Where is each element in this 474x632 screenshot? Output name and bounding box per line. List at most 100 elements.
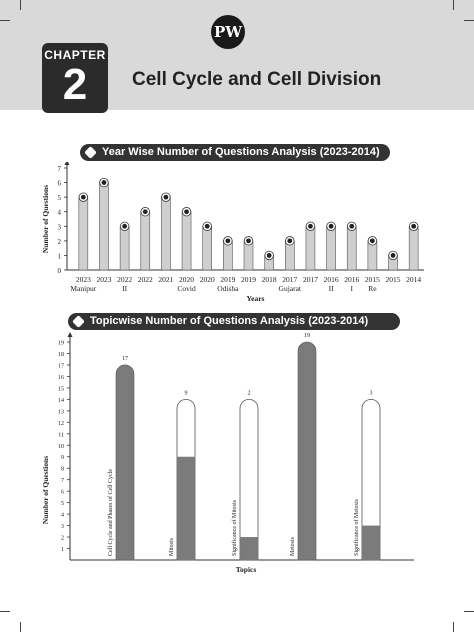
x-tick-sublabel: II	[329, 284, 334, 293]
y-tick-label: 6	[61, 490, 64, 496]
bar-cap-dot	[266, 253, 272, 258]
bar-cap-dot	[122, 223, 128, 229]
bar	[305, 225, 316, 271]
bar-cap-dot	[246, 238, 251, 244]
chapter-badge: CHAPTER 2	[42, 43, 108, 113]
crop-mark	[0, 20, 10, 21]
y-tick-label: 0	[58, 267, 62, 275]
crop-mark	[464, 20, 474, 21]
bar-cap-dot	[163, 194, 169, 200]
x-tick-sublabel: Covid	[177, 284, 196, 293]
bar-cap-dot	[184, 209, 189, 215]
topic-label: Mitosis	[169, 537, 175, 556]
topic-label: Significance of Mitosis	[231, 499, 238, 556]
y-tick-label: 7	[61, 478, 64, 484]
topic-chart-banner: Topicwise Number of Questions Analysis (…	[68, 313, 400, 330]
x-tick-sublabel: Odisha	[217, 284, 239, 293]
bar	[99, 182, 109, 271]
bar-value-label: 2	[248, 390, 251, 396]
x-axis-title: Years	[247, 294, 265, 302]
x-tick-sublabel: I	[350, 284, 353, 293]
bar	[202, 225, 213, 271]
bar-outline	[361, 398, 381, 561]
y-tick-label: 5	[58, 194, 62, 202]
y-tick-label: 14	[58, 398, 64, 404]
x-tick-sublabel: Gujarat	[279, 284, 302, 293]
y-tick-label: 2	[58, 238, 62, 246]
topic-label: Significance of Meiosis	[353, 498, 360, 556]
y-tick-label: 1	[61, 547, 64, 553]
crop-mark	[453, 622, 454, 632]
x-tick-label: 2021	[158, 275, 173, 284]
bar	[408, 225, 419, 271]
bar-cap-dot	[204, 223, 210, 229]
y-tick-label: 13	[58, 409, 64, 415]
bar-cap-dot	[308, 223, 313, 229]
bar	[362, 525, 380, 560]
bar-cap-dot	[225, 238, 231, 244]
y-axis-title: Number of Questions	[41, 456, 50, 524]
bar-value-label: 17	[122, 356, 128, 362]
bar-cap-dot	[142, 209, 148, 215]
bar-cap-dot	[287, 238, 293, 244]
x-tick-label: 2017	[303, 275, 318, 284]
x-tick-label: 2015	[365, 275, 380, 284]
x-tick-label: 2020	[179, 275, 194, 284]
bar-cap-dot	[349, 223, 355, 229]
crop-mark	[20, 0, 21, 10]
x-tick-label: 2023	[76, 275, 91, 284]
y-tick-label: 5	[61, 501, 64, 507]
x-tick-label: 2022	[117, 275, 132, 284]
x-axis-title: Topics	[236, 565, 257, 574]
y-axis-arrow	[67, 332, 73, 337]
x-tick-sublabel: Re	[368, 284, 377, 293]
y-tick-label: 12	[58, 421, 64, 427]
crop-mark	[0, 611, 10, 612]
bar-outline	[239, 398, 259, 561]
bar	[78, 196, 89, 271]
x-tick-label: 2019	[220, 275, 235, 284]
bar-cap-dot	[411, 223, 417, 229]
logo-text: PW	[213, 23, 243, 41]
y-tick-label: 6	[58, 180, 62, 188]
bar	[177, 456, 195, 560]
topic-label: Meiosis	[290, 536, 296, 556]
x-tick-sublabel: II	[122, 284, 127, 293]
y-tick-label: 4	[58, 209, 62, 217]
y-tick-label: 4	[61, 513, 64, 519]
x-tick-label: 2018	[262, 275, 277, 284]
x-tick-label: 2020	[200, 275, 215, 284]
bar	[161, 196, 171, 271]
y-tick-label: 10	[58, 444, 64, 450]
y-tick-label: 19	[58, 341, 64, 347]
x-tick-label: 2016	[344, 275, 359, 284]
y-tick-label: 7	[58, 165, 62, 173]
x-tick-label: 2022	[138, 275, 153, 284]
bar	[140, 211, 151, 271]
y-tick-label: 15	[58, 386, 64, 392]
bar-cap-dot	[101, 180, 107, 185]
x-tick-label: 2016	[324, 275, 339, 284]
y-axis-arrow	[64, 162, 70, 165]
x-tick-label: 2015	[386, 275, 401, 284]
y-axis-title: Number of Questions	[41, 185, 50, 253]
y-tick-label: 3	[58, 223, 62, 231]
y-tick-label: 17	[58, 363, 64, 369]
y-tick-label: 18	[58, 352, 64, 358]
bar-value-label: 9	[185, 390, 188, 396]
y-tick-label: 8	[61, 467, 64, 473]
x-tick-label: 2019	[241, 275, 256, 284]
bar-cap-dot	[369, 238, 375, 244]
bar	[297, 341, 317, 561]
y-tick-label: 9	[61, 455, 64, 461]
bar-cap-dot	[80, 194, 86, 200]
year-chart-banner: Year Wise Number of Questions Analysis (…	[80, 144, 390, 161]
topic-label: Cell Cycle and Phases of Cell Cycle	[107, 469, 114, 556]
bar	[346, 225, 357, 271]
crop-mark	[464, 611, 474, 612]
y-tick-label: 16	[58, 375, 64, 381]
bar-cap-dot	[328, 223, 334, 229]
y-tick-label: 3	[61, 524, 64, 530]
x-tick-label: 2023	[96, 275, 111, 284]
